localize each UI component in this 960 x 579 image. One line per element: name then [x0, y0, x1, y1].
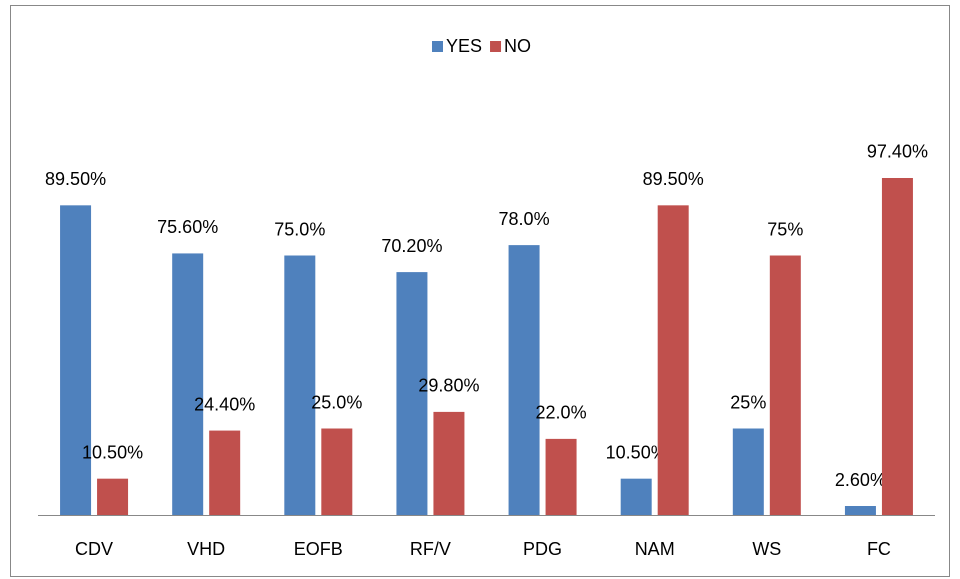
legend-swatch — [490, 41, 502, 52]
bar — [172, 253, 204, 515]
bar — [620, 478, 652, 515]
bar — [844, 506, 876, 515]
x-tick-label: EOFB — [294, 539, 343, 559]
legend-swatch — [432, 41, 443, 52]
bar — [284, 255, 316, 515]
bar — [545, 438, 577, 515]
bar — [209, 430, 241, 515]
bar — [60, 205, 92, 515]
value-label: 24.40% — [194, 394, 255, 414]
bar — [657, 205, 689, 515]
bar — [321, 428, 353, 515]
value-label: 29.80% — [418, 376, 479, 396]
value-label: 78.0% — [499, 209, 550, 229]
value-label: 89.50% — [643, 169, 704, 189]
x-tick-label: VHD — [187, 539, 225, 559]
chart-border — [10, 5, 950, 577]
bar — [97, 478, 129, 515]
value-label: 75.60% — [157, 217, 218, 237]
legend-label: YES — [446, 36, 482, 56]
x-tick-label: CDV — [75, 539, 113, 559]
x-tick-label: PDG — [523, 539, 562, 559]
value-label: 2.60% — [835, 470, 886, 490]
value-label: 25.0% — [311, 392, 362, 412]
x-tick-label: RF/V — [410, 539, 451, 559]
value-label: 25% — [730, 392, 766, 412]
value-label: 97.40% — [867, 142, 928, 162]
legend-label: NO — [504, 36, 531, 56]
value-label: 10.50% — [82, 442, 143, 462]
bar — [732, 428, 764, 515]
value-label: 10.50% — [606, 442, 667, 462]
value-label: 75.0% — [274, 219, 325, 239]
x-tick-label: WS — [752, 539, 781, 559]
value-label: 70.20% — [381, 236, 442, 256]
x-tick-label: NAM — [635, 539, 675, 559]
bar — [881, 177, 913, 515]
bar — [433, 411, 465, 515]
bar — [396, 272, 428, 515]
value-label: 89.50% — [45, 169, 106, 189]
value-label: 22.0% — [536, 403, 587, 423]
bar — [508, 245, 540, 515]
x-tick-label: FC — [867, 539, 891, 559]
bar — [769, 255, 801, 515]
value-label: 75% — [767, 219, 803, 239]
